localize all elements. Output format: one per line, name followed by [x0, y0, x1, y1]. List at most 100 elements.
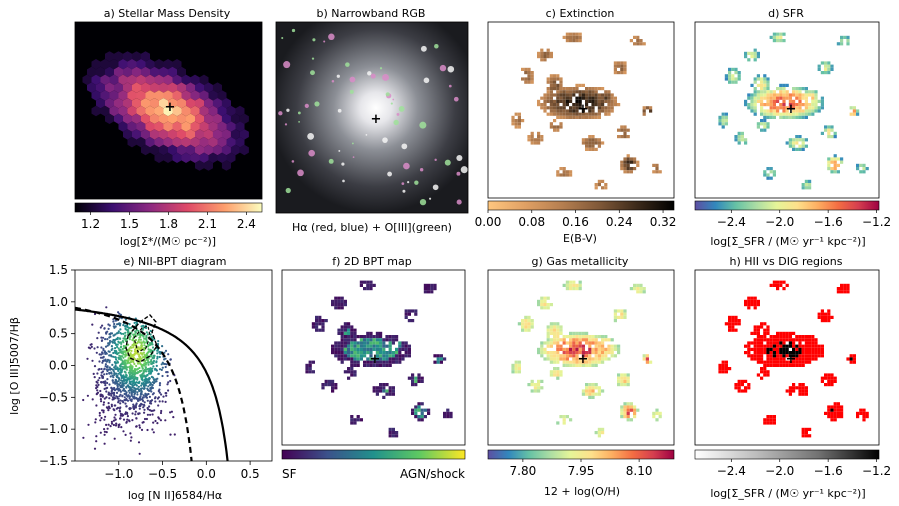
spaxel	[375, 392, 379, 396]
panel-e-x-ticks: −1.0 −0.5 0.0 0.5	[104, 461, 260, 481]
hex-cell	[168, 144, 177, 156]
spaxel	[763, 367, 767, 371]
spaxel	[594, 363, 598, 367]
bpt-point	[114, 356, 117, 359]
spaxel	[763, 335, 767, 339]
spaxel	[763, 173, 767, 177]
spaxel	[820, 312, 824, 316]
spaxel	[760, 109, 764, 113]
spaxel	[763, 119, 767, 123]
bpt-point	[145, 338, 148, 341]
spaxel	[543, 55, 547, 59]
star	[352, 156, 355, 159]
spaxel	[565, 341, 569, 345]
spaxel	[559, 93, 563, 97]
bpt-point	[120, 368, 123, 371]
spaxel	[449, 411, 453, 415]
hex-cell	[100, 74, 110, 85]
spaxel	[350, 331, 354, 335]
spaxel	[527, 77, 531, 81]
spaxel	[629, 402, 633, 406]
spaxel	[772, 335, 776, 339]
spaxel	[737, 135, 741, 139]
spaxel	[642, 354, 646, 358]
spaxel	[537, 141, 541, 145]
star	[382, 74, 389, 81]
spaxel	[575, 360, 579, 364]
spaxel	[763, 115, 767, 119]
spaxel	[633, 408, 637, 412]
spaxel	[623, 402, 627, 406]
star	[423, 77, 430, 84]
spaxel	[840, 408, 844, 412]
spaxel	[604, 354, 608, 358]
hex-cell	[172, 59, 182, 70]
bpt-point	[149, 389, 152, 392]
panel-b-image	[276, 22, 468, 213]
spaxel	[763, 87, 767, 91]
spaxel	[744, 303, 748, 307]
hex-cell	[132, 129, 141, 140]
bpt-point	[126, 395, 129, 398]
hex-cell	[204, 82, 213, 93]
bpt-point	[127, 357, 130, 360]
star	[434, 158, 437, 162]
spaxel	[830, 64, 834, 68]
spaxel	[404, 344, 408, 348]
bpt-point	[147, 385, 150, 388]
spaxel	[556, 74, 560, 78]
spaxel	[724, 363, 728, 367]
bpt-point	[149, 372, 152, 375]
bpt-point	[99, 356, 103, 359]
bpt-point	[145, 417, 148, 421]
spaxel	[353, 370, 357, 374]
bpt-point	[152, 431, 155, 434]
spaxel	[353, 363, 357, 367]
spaxel	[385, 335, 389, 339]
spaxel	[347, 331, 351, 335]
bpt-point	[150, 383, 153, 386]
spaxel	[366, 360, 370, 364]
spaxel	[588, 341, 592, 345]
spaxel	[760, 344, 764, 348]
spaxel	[585, 357, 589, 361]
hex-cell	[87, 82, 96, 93]
spaxel	[820, 351, 824, 355]
spaxel	[597, 335, 601, 339]
spaxel	[340, 347, 344, 351]
spaxel	[772, 170, 776, 174]
spaxel	[446, 408, 450, 412]
spaxel	[559, 328, 563, 332]
hex-cell	[190, 90, 200, 101]
spaxel	[556, 93, 560, 97]
spaxel	[795, 138, 799, 142]
spaxel	[604, 99, 608, 103]
bpt-point	[107, 368, 110, 371]
bpt-point	[133, 362, 136, 366]
spaxel	[747, 303, 751, 307]
spaxel	[347, 347, 351, 351]
spaxel	[343, 303, 347, 307]
hex-cell	[82, 74, 92, 85]
bpt-point	[158, 417, 161, 420]
spaxel	[833, 170, 837, 174]
spaxel	[391, 431, 395, 435]
spaxel	[366, 344, 370, 348]
star	[337, 108, 342, 113]
spaxel	[808, 179, 812, 183]
panel-g-spaxels	[511, 280, 662, 438]
hex-cell	[109, 74, 119, 85]
bpt-point	[118, 409, 121, 412]
spaxel	[324, 379, 328, 383]
spaxel	[824, 383, 828, 387]
spaxel	[521, 319, 525, 323]
spaxel	[804, 351, 808, 355]
hex-cell	[154, 59, 164, 70]
spaxel	[808, 338, 812, 342]
spaxel	[613, 312, 617, 316]
spaxel	[537, 103, 541, 107]
bpt-point	[114, 347, 117, 350]
spaxel	[375, 338, 379, 342]
spaxel	[753, 93, 757, 97]
panel-c-frame	[487, 21, 675, 199]
